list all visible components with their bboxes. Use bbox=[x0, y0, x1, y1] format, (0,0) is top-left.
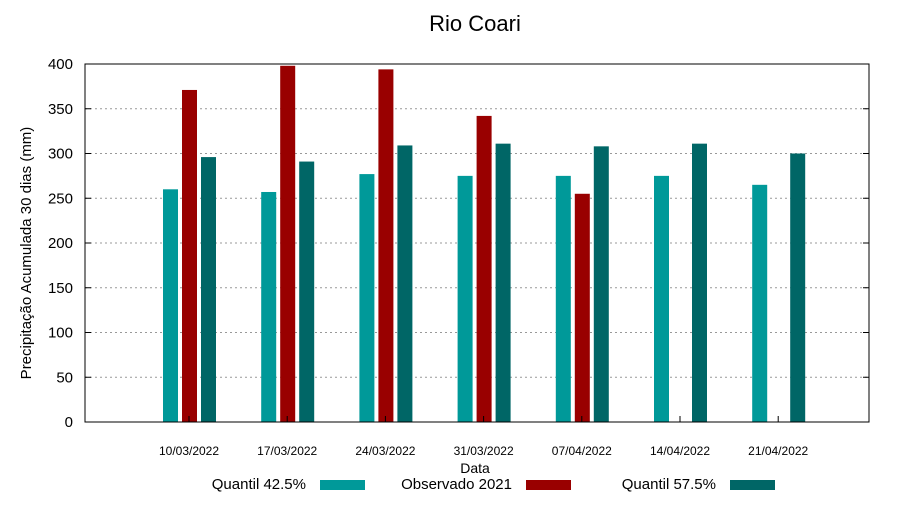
x-tick-label: 21/04/2022 bbox=[748, 444, 808, 458]
bar bbox=[555, 175, 571, 422]
bars bbox=[163, 65, 806, 423]
bar bbox=[752, 184, 768, 422]
legend-swatch bbox=[526, 480, 571, 490]
bar bbox=[495, 143, 511, 422]
y-tick-label: 350 bbox=[48, 101, 73, 118]
y-axis: 0 50 100 150 200 250 300 350 400 bbox=[48, 56, 869, 431]
x-tick-label: 31/03/2022 bbox=[454, 444, 514, 458]
bar bbox=[359, 174, 375, 422]
y-tick-label: 400 bbox=[48, 56, 73, 73]
bar bbox=[574, 193, 590, 422]
legend-label: Quantil 42.5% bbox=[212, 476, 306, 493]
plot-frame bbox=[84, 63, 870, 423]
x-tick-label: 07/04/2022 bbox=[552, 444, 612, 458]
legend-swatch bbox=[320, 480, 365, 490]
x-axis-label: Data bbox=[460, 460, 490, 476]
bar bbox=[163, 189, 178, 422]
bar bbox=[790, 153, 806, 422]
bar bbox=[299, 161, 315, 422]
bar bbox=[280, 65, 296, 422]
legend: Quantil 42.5% Observado 2021 Quantil 57.5% bbox=[212, 476, 775, 493]
y-tick-label: 50 bbox=[56, 369, 73, 386]
x-tick-label: 14/04/2022 bbox=[650, 444, 710, 458]
bar bbox=[261, 191, 277, 422]
y-tick-label: 150 bbox=[48, 280, 73, 297]
bar bbox=[457, 175, 473, 422]
bar bbox=[378, 69, 394, 423]
y-tick-label: 100 bbox=[48, 325, 73, 342]
legend-label: Observado 2021 bbox=[401, 476, 512, 493]
y-tick-label: 250 bbox=[48, 190, 73, 207]
y-tick-label: 200 bbox=[48, 235, 73, 252]
x-axis: 10/03/2022 17/03/2022 24/03/2022 31/03/2022… bbox=[159, 416, 809, 458]
y-axis-label: Precipitação Acumulada 30 dias (mm) bbox=[18, 127, 35, 380]
bar bbox=[476, 115, 492, 422]
legend-swatch bbox=[730, 480, 775, 490]
bar bbox=[397, 145, 413, 422]
x-tick-label: 24/03/2022 bbox=[355, 444, 415, 458]
chart-title: Rio Coari bbox=[429, 11, 521, 36]
bar bbox=[654, 175, 669, 422]
bar bbox=[201, 157, 216, 422]
bar bbox=[593, 146, 609, 422]
x-tick-label: 17/03/2022 bbox=[257, 444, 317, 458]
x-tick-label: 10/03/2022 bbox=[159, 444, 219, 458]
y-tick-label: 300 bbox=[48, 146, 73, 163]
legend-label: Quantil 57.5% bbox=[622, 476, 716, 493]
y-tick-label: 0 bbox=[65, 414, 73, 431]
bar bbox=[692, 143, 707, 422]
bar bbox=[182, 89, 197, 422]
